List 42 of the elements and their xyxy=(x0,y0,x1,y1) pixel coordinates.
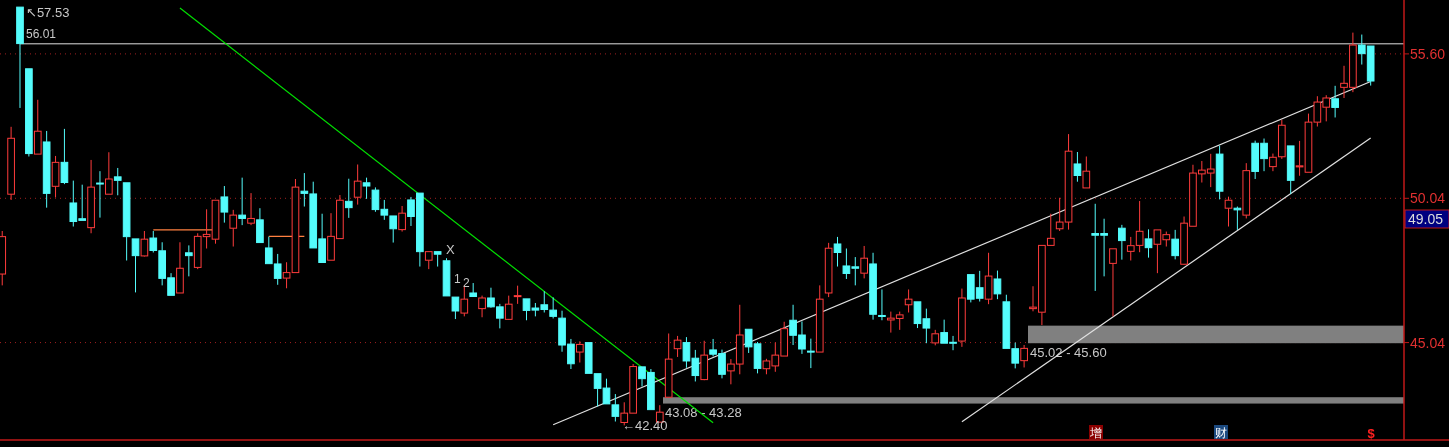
band-label: 43.08 - 43.28 xyxy=(665,405,742,420)
ref-line-label: 56.01 xyxy=(26,26,57,41)
candlestick xyxy=(7,126,15,201)
y-tick-label: 50.04 xyxy=(1410,190,1446,207)
candlestick xyxy=(51,155,60,198)
candlestick xyxy=(1118,224,1126,261)
candlestick xyxy=(220,185,229,224)
candlestick xyxy=(869,252,877,321)
y-tick-label: 55.60 xyxy=(1410,45,1446,62)
candlestick xyxy=(96,170,104,219)
candlestick xyxy=(398,205,406,233)
annotation: ←42.40 xyxy=(622,418,668,433)
annotation: X xyxy=(446,242,455,257)
candlestick xyxy=(1331,85,1339,118)
candlestick xyxy=(878,288,886,321)
candlestick xyxy=(807,338,815,369)
candlestick xyxy=(1073,151,1082,183)
candlestick xyxy=(247,192,255,226)
annotation: ↖57.53 xyxy=(26,5,70,20)
text: 49.05 xyxy=(1408,211,1444,227)
candlestick xyxy=(1269,153,1277,172)
candlestick xyxy=(42,130,51,209)
candlestick xyxy=(478,295,486,318)
candlestick xyxy=(673,335,682,358)
y-tick-label: 45.04 xyxy=(1410,334,1446,351)
annotation: 财 xyxy=(1215,426,1227,440)
annotation: 2 xyxy=(463,276,470,290)
candlestick xyxy=(185,244,193,277)
annotation: 1 xyxy=(454,272,461,286)
candlestick xyxy=(513,285,522,305)
candlestick xyxy=(344,178,353,219)
candlestick xyxy=(1020,344,1028,368)
candlestick xyxy=(958,288,966,348)
annotation: 增 xyxy=(1089,426,1102,440)
candlestick xyxy=(1277,119,1286,160)
band-label: 45.02 - 45.60 xyxy=(1030,345,1107,360)
candlestick xyxy=(1144,228,1153,259)
candlestick xyxy=(575,340,584,364)
annotation: $ xyxy=(1367,426,1376,441)
candlestick xyxy=(87,159,95,234)
candlestick xyxy=(353,163,362,206)
candlestick xyxy=(238,177,246,226)
